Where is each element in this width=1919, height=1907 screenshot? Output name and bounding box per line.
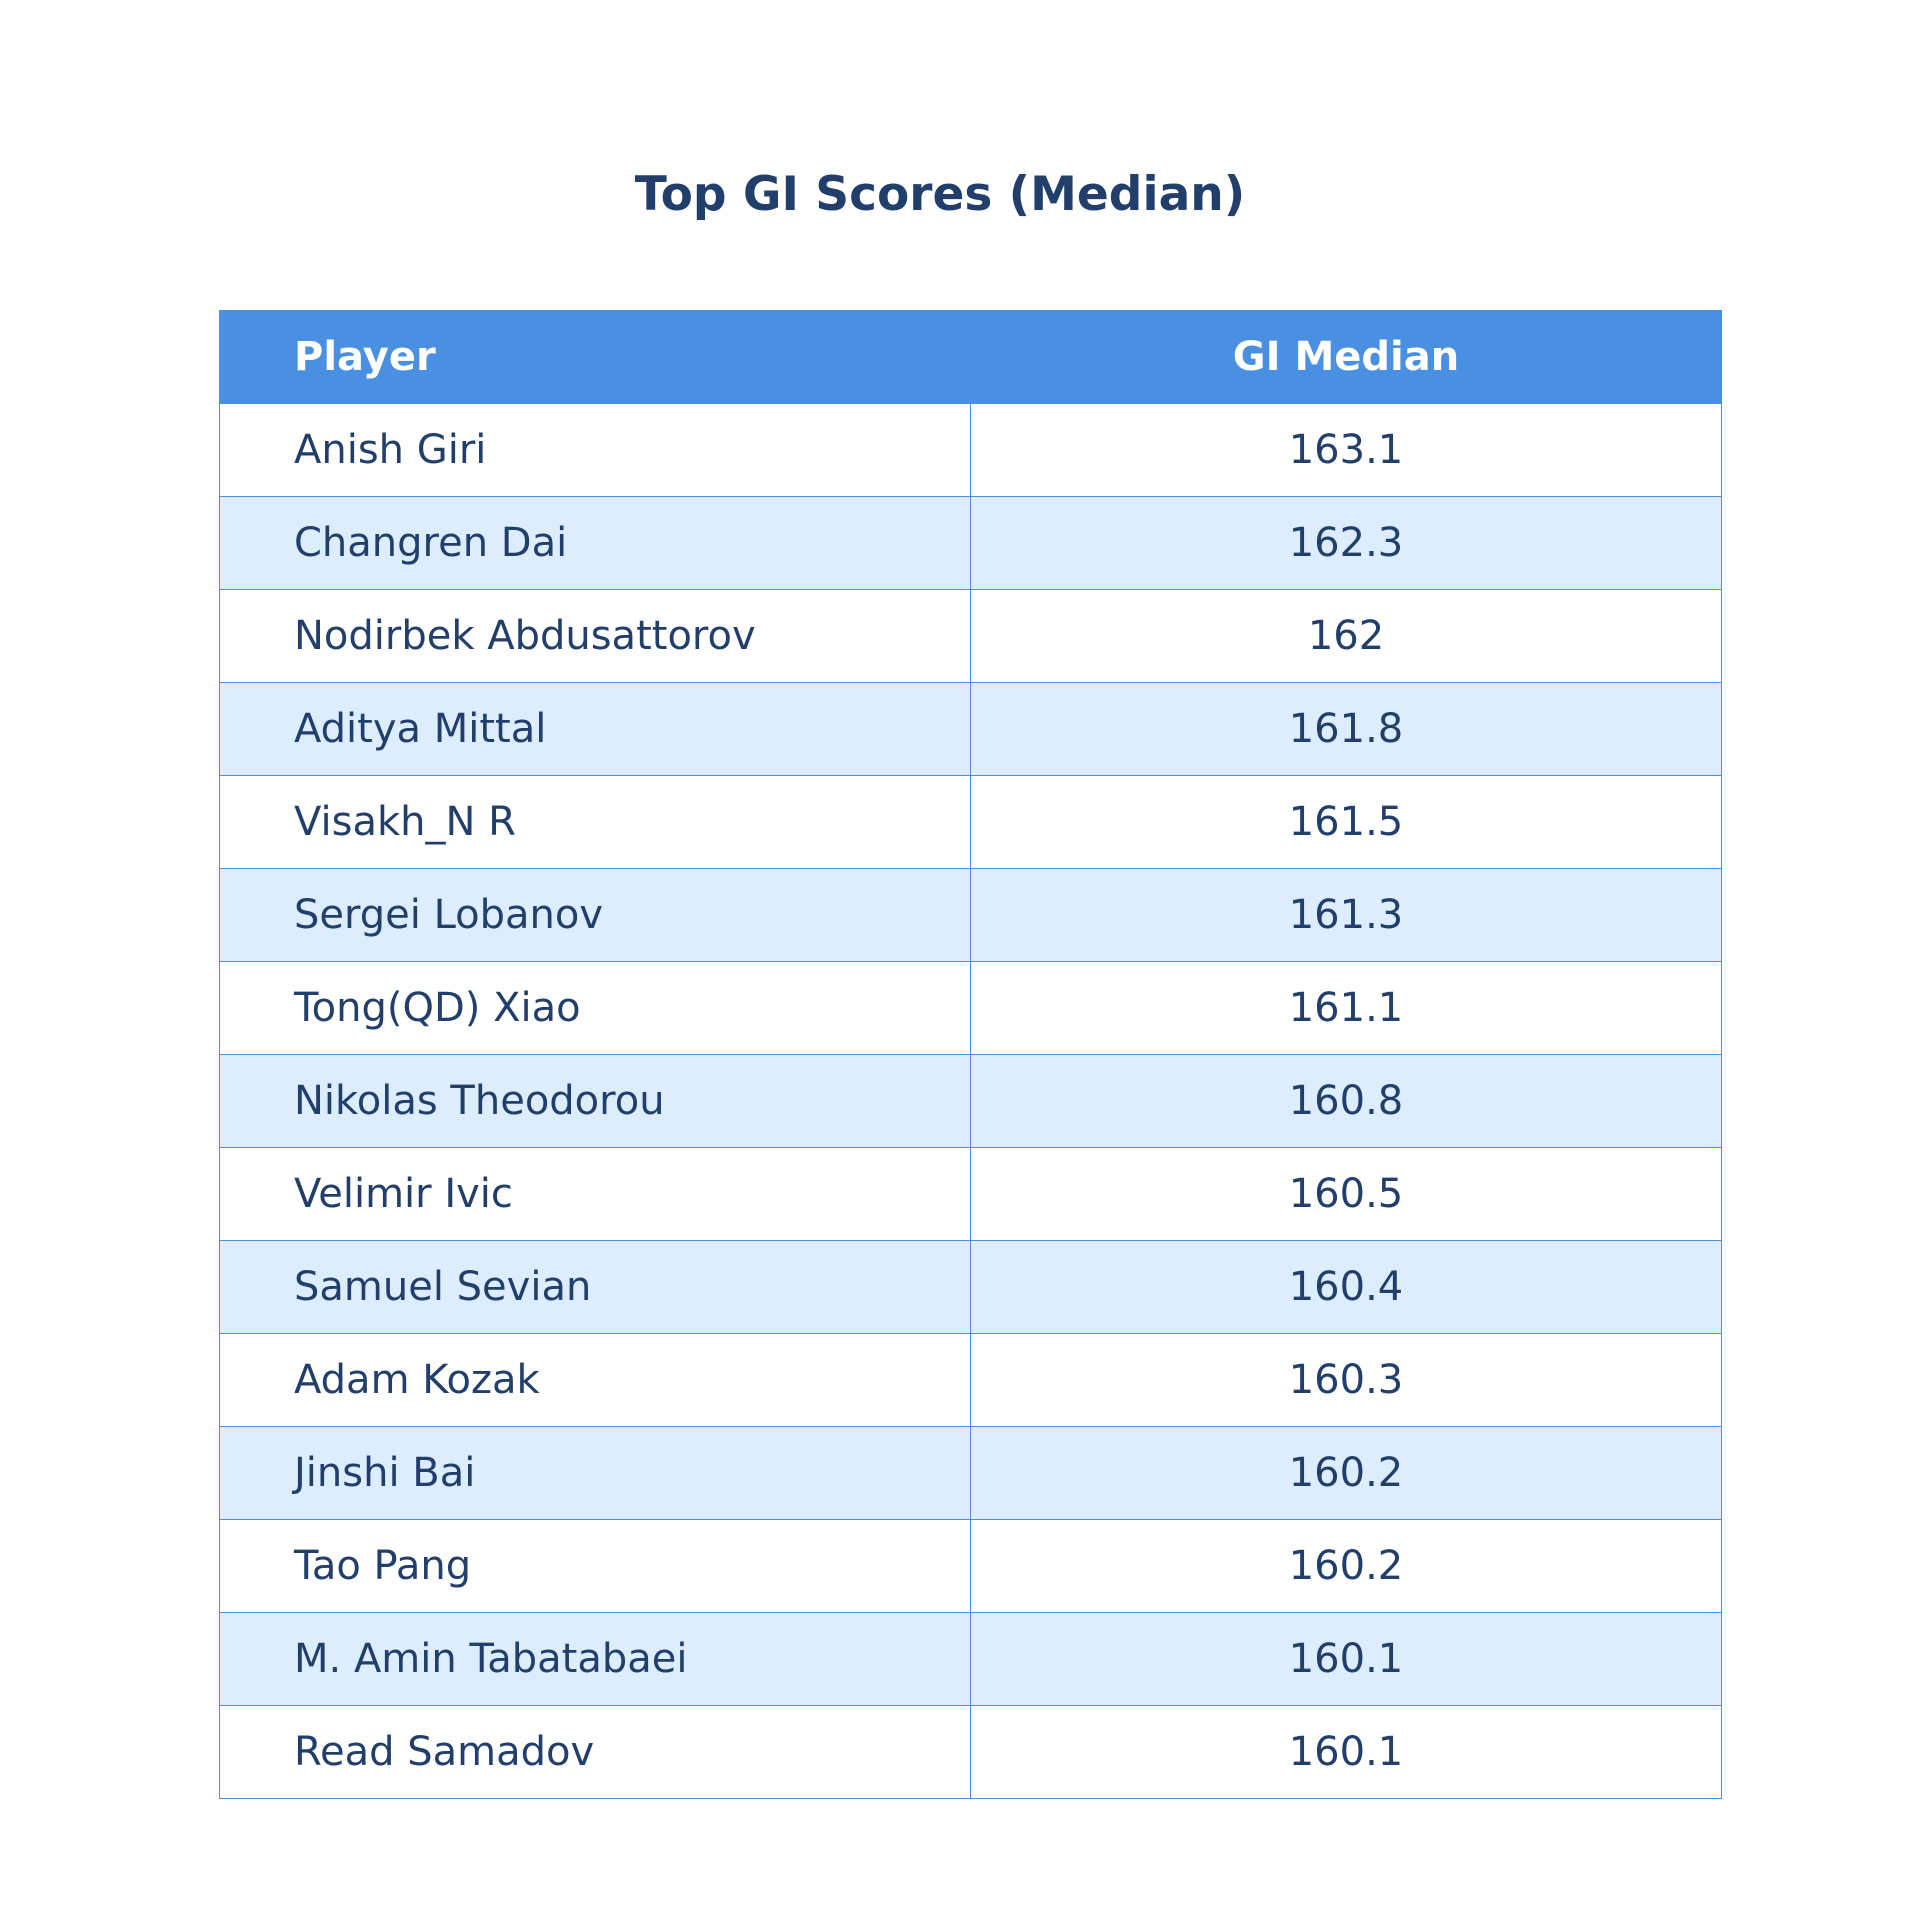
gi-median-cell: 163.1 (970, 403, 1722, 497)
player-name-cell: M. Amin Tabatabaei (219, 1612, 971, 1706)
player-name-cell: Samuel Sevian (219, 1240, 971, 1334)
gi-median-cell: 160.2 (970, 1426, 1722, 1520)
player-name-cell: Nodirbek Abdusattorov (219, 589, 971, 683)
table-body: Anish Giri 163.1 Changren Dai 162.3 Nodirbek… (219, 403, 1722, 1799)
header-gi-median: GI Median (970, 310, 1722, 404)
player-name-cell: Sergei Lobanov (219, 868, 971, 962)
header-player: Player (219, 310, 971, 404)
table-row: Nodirbek Abdusattorov 162 (219, 589, 1722, 683)
gi-score-table: Player GI Median Anish Giri 163.1 Changren… (219, 310, 1722, 1799)
gi-median-cell: 160.1 (970, 1705, 1722, 1799)
gi-median-cell: 160.4 (970, 1240, 1722, 1334)
player-name-cell: Anish Giri (219, 403, 971, 497)
gi-median-cell: 160.5 (970, 1147, 1722, 1241)
gi-median-cell: 162 (970, 589, 1722, 683)
gi-median-cell: 160.1 (970, 1612, 1722, 1706)
table-row: Visakh_N R 161.5 (219, 775, 1722, 869)
player-name-cell: Velimir Ivic (219, 1147, 971, 1241)
table-row: Samuel Sevian 160.4 (219, 1240, 1722, 1334)
player-name-cell: Tong(QD) Xiao (219, 961, 971, 1055)
player-name-cell: Changren Dai (219, 496, 971, 590)
table-row: Adam Kozak 160.3 (219, 1333, 1722, 1427)
table-row: Tong(QD) Xiao 161.1 (219, 961, 1722, 1055)
player-name-cell: Jinshi Bai (219, 1426, 971, 1520)
player-name-cell: Tao Pang (219, 1519, 971, 1613)
player-name-cell: Visakh_N R (219, 775, 971, 869)
table-row: Read Samadov 160.1 (219, 1705, 1722, 1799)
table-row: Anish Giri 163.1 (219, 403, 1722, 497)
table-row: Tao Pang 160.2 (219, 1519, 1722, 1613)
gi-median-cell: 160.3 (970, 1333, 1722, 1427)
table-row: Jinshi Bai 160.2 (219, 1426, 1722, 1520)
gi-median-cell: 160.2 (970, 1519, 1722, 1613)
table-row: Changren Dai 162.3 (219, 496, 1722, 590)
gi-median-cell: 161.5 (970, 775, 1722, 869)
gi-median-cell: 161.1 (970, 961, 1722, 1055)
table-row: Sergei Lobanov 161.3 (219, 868, 1722, 962)
gi-median-cell: 160.8 (970, 1054, 1722, 1148)
gi-median-cell: 161.8 (970, 682, 1722, 776)
chart-title: Top GI Scores (Median) (634, 167, 1246, 222)
player-name-cell: Aditya Mittal (219, 682, 971, 776)
player-name-cell: Read Samadov (219, 1705, 971, 1799)
gi-median-cell: 161.3 (970, 868, 1722, 962)
gi-median-cell: 162.3 (970, 496, 1722, 590)
table-row: M. Amin Tabatabaei 160.1 (219, 1612, 1722, 1706)
table-header-row: Player GI Median (219, 310, 1722, 404)
player-name-cell: Adam Kozak (219, 1333, 971, 1427)
table-row: Nikolas Theodorou 160.8 (219, 1054, 1722, 1148)
table-row: Velimir Ivic 160.5 (219, 1147, 1722, 1241)
player-name-cell: Nikolas Theodorou (219, 1054, 971, 1148)
table-row: Aditya Mittal 161.8 (219, 682, 1722, 776)
